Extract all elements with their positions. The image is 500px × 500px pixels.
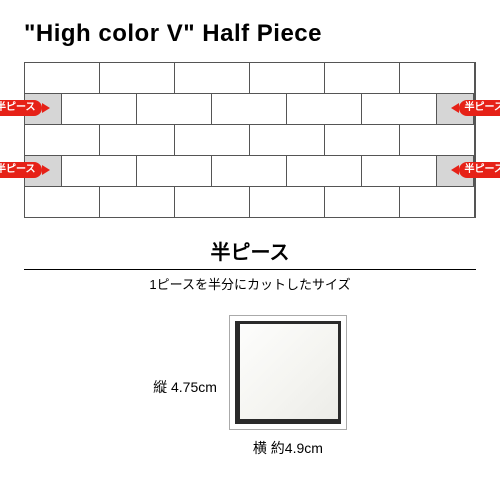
brick-full	[362, 94, 436, 124]
tile-sample-block: 縦 4.75cm 横 約4.9cm	[24, 315, 476, 458]
brick-full	[100, 63, 174, 93]
brick-row	[25, 187, 475, 217]
brick-full	[175, 125, 249, 155]
brick-full	[325, 125, 399, 155]
brick-full	[25, 125, 99, 155]
brick-full	[25, 63, 99, 93]
brick-full	[175, 63, 249, 93]
tile-sample-frame	[229, 315, 347, 430]
brick-full	[250, 187, 324, 217]
brick-full	[325, 63, 399, 93]
brick-diagram: 半ピース 半ピース 半ピース 半ピース	[24, 62, 476, 218]
dimension-horizontal-label: 横 約4.9cm	[229, 438, 347, 458]
divider	[24, 269, 476, 270]
brick-half-piece	[437, 156, 473, 186]
section-subtitle: 1ピースを半分にカットしたサイズ	[24, 274, 476, 293]
brick-row-offset	[25, 156, 475, 186]
brick-half-piece	[25, 156, 61, 186]
brick-full	[62, 156, 136, 186]
brick-full	[100, 187, 174, 217]
brick-full	[25, 187, 99, 217]
brick-full	[137, 94, 211, 124]
brick-full	[212, 156, 286, 186]
brick-full	[250, 63, 324, 93]
brick-full	[100, 125, 174, 155]
section-heading: 半ピース	[24, 236, 476, 265]
brick-row-offset	[25, 94, 475, 124]
brick-row	[25, 125, 475, 155]
brick-full	[175, 187, 249, 217]
brick-full	[212, 94, 286, 124]
dimension-vertical-label: 縦 4.75cm	[153, 377, 217, 397]
tile-sample-face	[235, 321, 341, 424]
brick-full	[62, 94, 136, 124]
brick-full	[400, 63, 474, 93]
brick-full	[400, 125, 474, 155]
brick-full	[287, 94, 361, 124]
brick-half-piece	[25, 94, 61, 124]
brick-row	[25, 63, 475, 93]
brick-full	[400, 187, 474, 217]
brick-full	[325, 187, 399, 217]
brick-full	[362, 156, 436, 186]
brick-grid	[24, 62, 476, 218]
page-title: "High color V" Half Piece	[24, 20, 476, 48]
brick-full	[137, 156, 211, 186]
brick-full	[287, 156, 361, 186]
brick-half-piece	[437, 94, 473, 124]
brick-full	[250, 125, 324, 155]
